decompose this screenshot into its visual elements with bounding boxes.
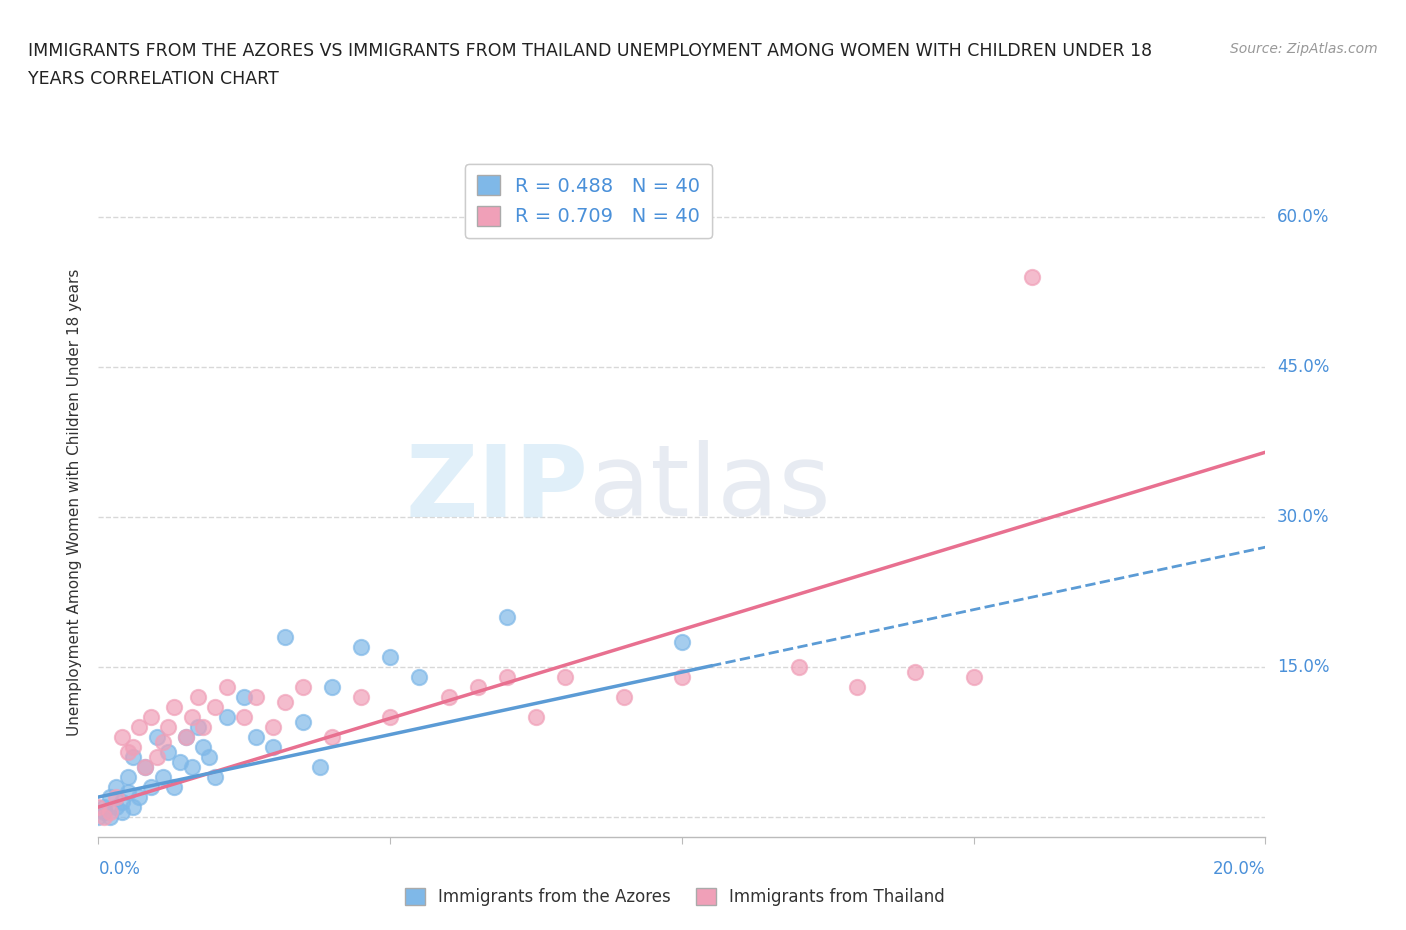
Point (198, 750, 221, 764)
Point (174, 730, 197, 745)
Point (180, 710, 202, 724)
Point (233, 690, 256, 705)
Point (262, 739, 284, 754)
Point (98, 790, 121, 804)
Point (193, 720, 215, 735)
Point (204, 699, 226, 714)
Point (495, 610, 517, 625)
Point (215, 710, 238, 724)
Point (904, 665, 927, 680)
Point (122, 739, 145, 754)
Text: 45.0%: 45.0% (1277, 358, 1330, 377)
Legend: R = 0.488   N = 40, R = 0.709   N = 40: R = 0.488 N = 40, R = 0.709 N = 40 (465, 164, 713, 238)
Text: atlas: atlas (589, 440, 830, 538)
Point (117, 785, 139, 800)
Point (93, 800, 115, 815)
Text: ZIP: ZIP (406, 440, 589, 538)
Point (93, 804, 115, 819)
Text: YEARS CORRELATION CHART: YEARS CORRELATION CHART (28, 70, 278, 87)
Point (467, 680, 489, 695)
Point (962, 670, 984, 684)
Point (104, 800, 127, 815)
Text: 15.0%: 15.0% (1277, 658, 1330, 676)
Point (93, 810, 115, 825)
Point (98, 810, 121, 825)
Text: Source: ZipAtlas.com: Source: ZipAtlas.com (1230, 42, 1378, 56)
Point (139, 779, 162, 794)
Point (495, 670, 517, 684)
Point (146, 750, 169, 764)
Point (787, 659, 810, 674)
Point (139, 710, 162, 724)
Point (128, 790, 150, 804)
Point (163, 779, 186, 794)
Point (134, 760, 156, 775)
Point (215, 680, 238, 695)
Point (163, 699, 186, 714)
Point (321, 680, 343, 695)
Point (152, 770, 174, 785)
Point (111, 794, 134, 809)
Point (437, 690, 460, 705)
Point (169, 754, 191, 769)
Point (262, 720, 284, 735)
Point (309, 760, 332, 775)
Point (128, 720, 150, 735)
Point (134, 760, 156, 775)
Text: 30.0%: 30.0% (1277, 508, 1330, 526)
Legend: Immigrants from the Azores, Immigrants from Thailand: Immigrants from the Azores, Immigrants f… (398, 881, 952, 912)
Point (378, 710, 402, 724)
Point (612, 690, 634, 705)
Point (274, 630, 297, 644)
Point (187, 690, 209, 705)
Point (117, 745, 139, 760)
Point (174, 730, 197, 745)
Point (193, 739, 215, 754)
Point (524, 710, 547, 724)
Text: 60.0%: 60.0% (1277, 208, 1330, 226)
Point (157, 720, 180, 735)
Point (122, 800, 145, 815)
Point (122, 750, 145, 764)
Point (87, 800, 110, 815)
Point (350, 640, 373, 655)
Text: IMMIGRANTS FROM THE AZORES VS IMMIGRANTS FROM THAILAND UNEMPLOYMENT AMONG WOMEN : IMMIGRANTS FROM THE AZORES VS IMMIGRANTS… (28, 42, 1153, 60)
Point (146, 730, 169, 745)
Point (111, 730, 134, 745)
Point (87, 810, 110, 825)
Point (157, 745, 180, 760)
Point (274, 695, 297, 710)
Point (104, 790, 127, 804)
Point (554, 670, 576, 684)
Point (291, 680, 314, 695)
Point (671, 634, 693, 649)
Point (350, 690, 373, 705)
Point (98, 804, 121, 819)
Point (117, 770, 139, 785)
Point (204, 770, 226, 785)
Point (291, 714, 314, 729)
Text: 0.0%: 0.0% (98, 860, 141, 878)
Point (845, 680, 868, 695)
Point (1021, 270, 1043, 285)
Y-axis label: Unemployment Among Women with Children Under 18 years: Unemployment Among Women with Children U… (67, 269, 83, 736)
Point (180, 760, 202, 775)
Point (321, 730, 343, 745)
Point (671, 670, 693, 684)
Point (245, 690, 267, 705)
Point (187, 720, 209, 735)
Point (152, 735, 174, 750)
Point (408, 670, 430, 684)
Text: 20.0%: 20.0% (1213, 860, 1265, 878)
Point (233, 710, 256, 724)
Point (245, 730, 267, 745)
Point (111, 804, 134, 819)
Point (378, 650, 402, 665)
Point (104, 779, 127, 794)
